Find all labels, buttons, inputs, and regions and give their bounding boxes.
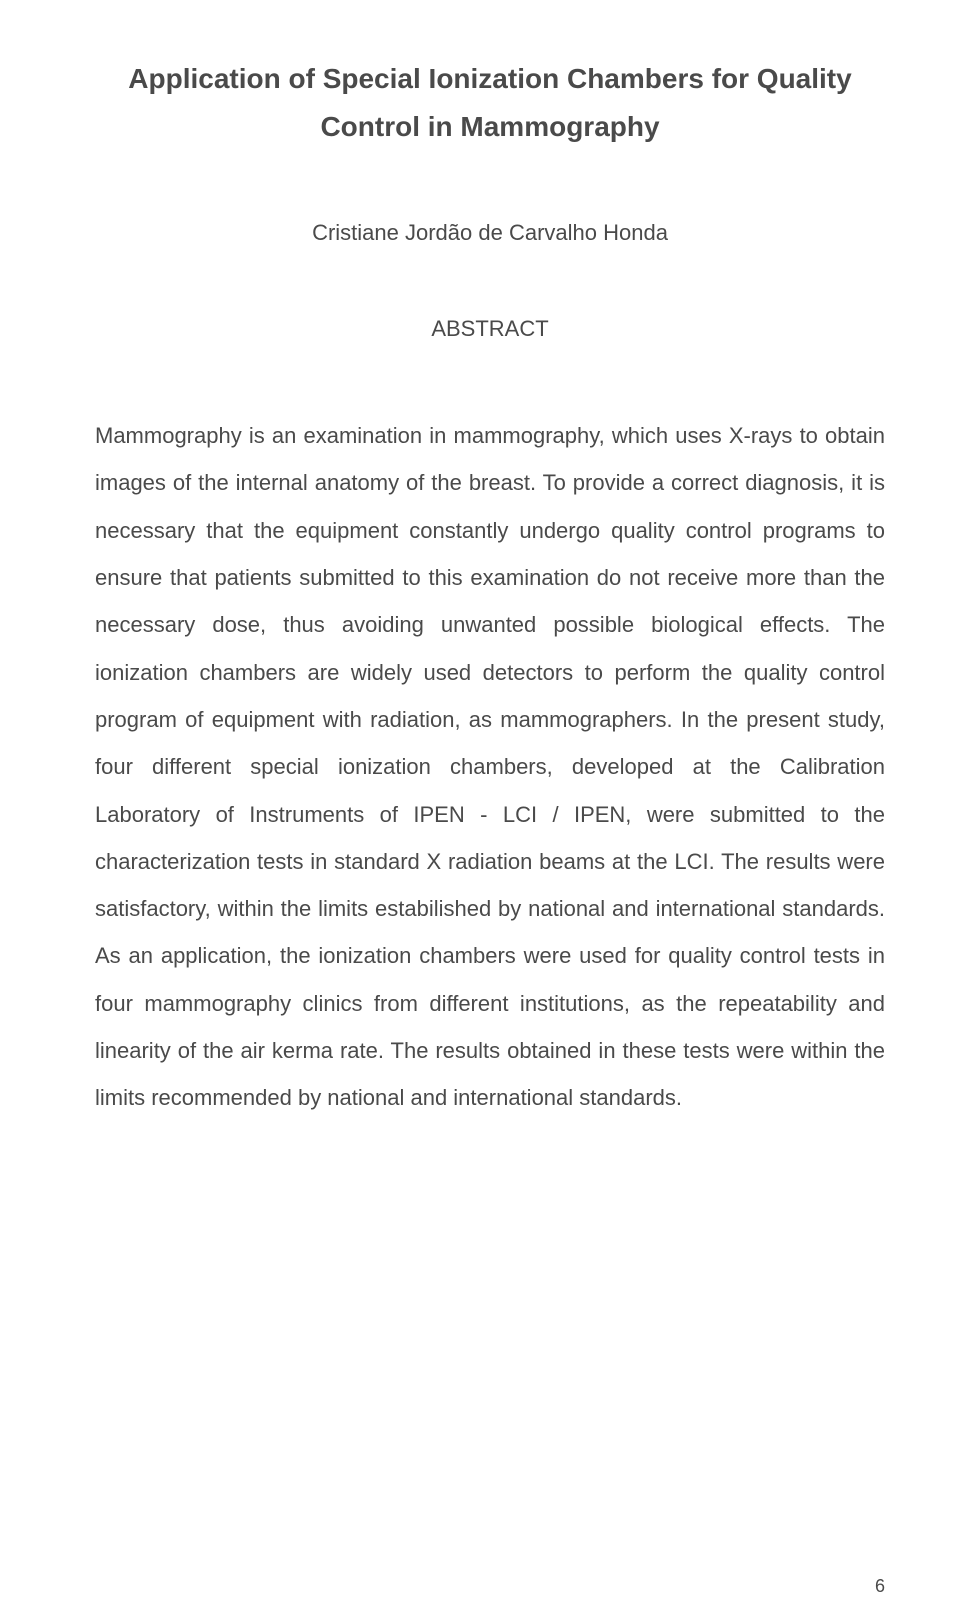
abstract-body: Mammography is an examination in mammogr… (95, 412, 885, 1121)
title-line-2: Control in Mammography (95, 103, 885, 151)
page-number: 6 (875, 1576, 885, 1597)
title-line-1: Application of Special Ionization Chambe… (95, 55, 885, 103)
title-container: Application of Special Ionization Chambe… (95, 55, 885, 150)
abstract-label: ABSTRACT (95, 316, 885, 342)
author-name: Cristiane Jordão de Carvalho Honda (95, 220, 885, 246)
